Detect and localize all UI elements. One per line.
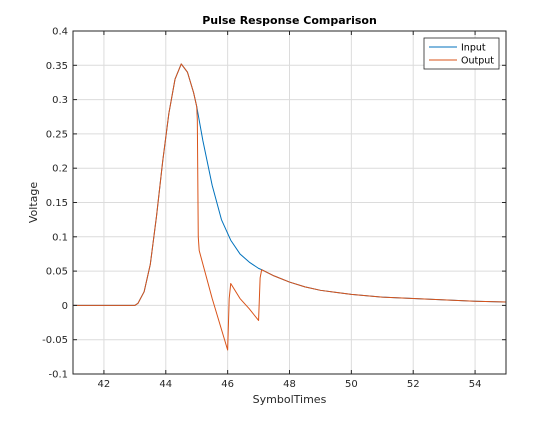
legend: Input Output	[423, 37, 500, 70]
x-axis-label: SymbolTimes	[253, 393, 327, 406]
x-tick-label: 44	[159, 379, 172, 390]
y-tick-label: 0.3	[52, 95, 68, 106]
x-tick-label: 46	[221, 379, 234, 390]
y-tick-label: 0.15	[46, 198, 68, 209]
y-tick-label: 0.25	[46, 129, 68, 140]
y-tick-label: 0.1	[52, 232, 68, 243]
legend-label-output: Output	[461, 56, 494, 67]
x-tick-label: 52	[407, 379, 420, 390]
x-tick-label: 50	[345, 379, 358, 390]
y-tick-label: 0	[62, 301, 68, 312]
chart-title: Pulse Response Comparison	[202, 14, 377, 27]
y-tick-label: -0.1	[48, 370, 68, 381]
y-tick-label: -0.05	[42, 335, 68, 346]
y-tick-label: 0.4	[52, 27, 68, 38]
x-tick-label: 42	[98, 379, 111, 390]
x-axis-ticks: 42 44 46 48 50 52 54	[98, 31, 482, 390]
x-tick-label: 54	[469, 379, 482, 390]
y-axis-label: Voltage	[27, 182, 40, 223]
legend-label-input: Input	[461, 43, 486, 54]
x-tick-label: 48	[283, 379, 296, 390]
y-tick-label: 0.2	[52, 164, 68, 175]
series-layer	[73, 63, 507, 351]
series-line-output	[73, 63, 507, 351]
legend-box	[423, 37, 500, 70]
y-tick-label: 0.05	[46, 267, 68, 278]
y-tick-label: 0.35	[46, 61, 68, 72]
y-axis-ticks: -0.1 -0.05 0 0.05 0.1 0.15 0.2 0.25 0.3 0.35 0.4	[42, 27, 506, 381]
